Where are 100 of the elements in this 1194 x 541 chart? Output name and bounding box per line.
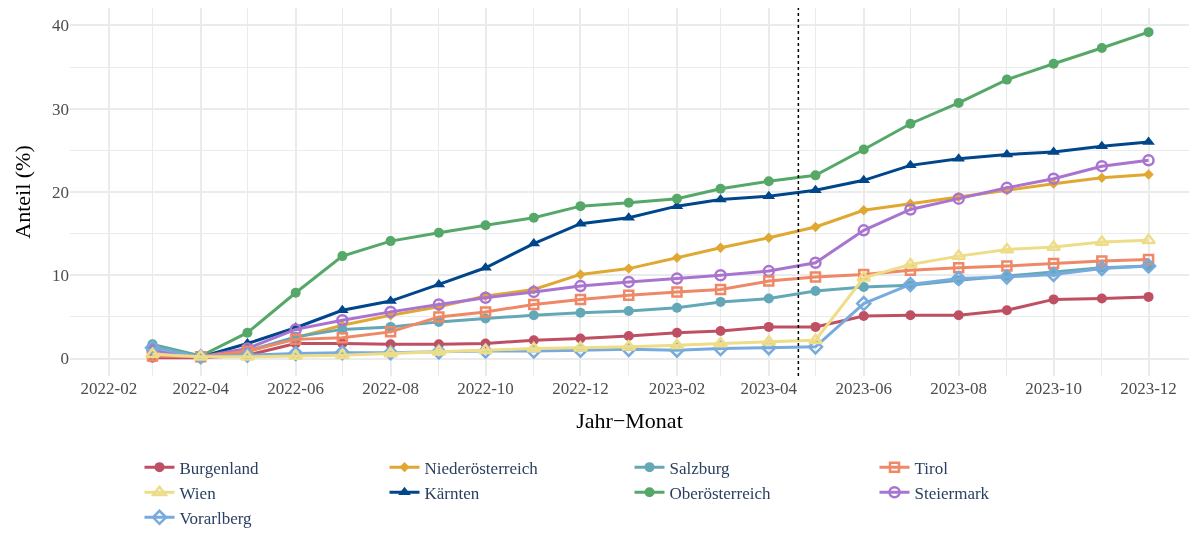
point	[810, 170, 821, 181]
point	[528, 298, 540, 311]
point	[572, 340, 589, 352]
point	[1143, 27, 1154, 38]
legend-label: Vorarlberg	[179, 508, 253, 528]
point	[712, 336, 729, 348]
point	[480, 220, 491, 231]
point	[1001, 305, 1012, 316]
point	[574, 293, 587, 306]
point	[810, 321, 821, 332]
point	[385, 236, 396, 247]
point	[714, 193, 727, 203]
legend-label: Burgenland	[179, 458, 260, 478]
point	[336, 313, 349, 327]
point	[950, 270, 967, 287]
point	[671, 252, 683, 263]
point	[763, 321, 774, 332]
point	[810, 286, 821, 297]
point	[622, 275, 635, 289]
point	[1095, 159, 1109, 173]
point	[433, 227, 444, 238]
point	[670, 272, 684, 285]
point	[1047, 172, 1060, 185]
point	[528, 310, 539, 321]
point	[715, 242, 726, 253]
point	[904, 159, 917, 169]
point	[290, 287, 301, 298]
point	[1045, 266, 1062, 283]
point	[623, 263, 634, 274]
legend-label: Tirol	[914, 458, 949, 478]
point	[479, 306, 492, 318]
y-axis-title: Anteil (%)	[9, 145, 35, 239]
point	[1001, 260, 1013, 272]
point	[715, 296, 726, 307]
point	[477, 343, 494, 355]
point	[763, 275, 775, 287]
point	[1000, 181, 1014, 195]
point	[905, 118, 916, 129]
point	[527, 285, 541, 299]
x-axis-title: Jahr−Monat	[576, 407, 683, 433]
x-tick-label: 2023-02	[648, 379, 706, 398]
point	[1143, 169, 1154, 180]
point	[669, 338, 685, 350]
point	[809, 256, 822, 270]
x-tick-label: 2023-04	[740, 379, 798, 398]
point	[1048, 58, 1059, 69]
point	[433, 311, 445, 323]
point	[904, 203, 917, 216]
point	[671, 193, 682, 204]
point	[855, 295, 872, 312]
legend-label: Niederösterreich	[424, 458, 539, 478]
point	[763, 176, 774, 187]
legend-label: Steiermark	[914, 483, 990, 503]
point	[1096, 293, 1107, 304]
point	[288, 349, 304, 361]
x-tick-label: 2023-08	[930, 379, 987, 398]
point	[807, 333, 824, 345]
point	[810, 221, 821, 233]
point	[575, 307, 586, 318]
point	[809, 184, 822, 194]
y-tick-label: 40	[52, 16, 69, 36]
point	[337, 251, 348, 262]
x-tick-label: 2023-10	[1025, 379, 1082, 398]
point	[714, 269, 727, 282]
legend-label: Kärnten	[424, 483, 480, 503]
point	[857, 224, 870, 237]
point	[671, 302, 682, 313]
point	[384, 305, 397, 319]
point	[671, 327, 682, 338]
point	[858, 311, 869, 322]
point	[384, 326, 397, 338]
point	[575, 201, 586, 212]
point	[715, 183, 726, 194]
point	[242, 327, 253, 338]
x-tick-label: 2023-06	[835, 379, 893, 398]
legend-label: Salzburg	[669, 458, 731, 478]
point	[905, 310, 916, 321]
point	[622, 289, 635, 301]
point	[575, 269, 586, 280]
y-tick-label: 30	[52, 99, 69, 119]
point	[809, 271, 822, 283]
legend-label: Oberösterreich	[669, 483, 771, 503]
point	[432, 278, 446, 288]
point	[858, 281, 869, 292]
point	[1140, 233, 1157, 245]
point	[623, 331, 634, 342]
point	[671, 286, 683, 298]
x-tick-label: 2022-08	[362, 379, 419, 398]
legend-label: Wien	[179, 483, 217, 503]
point	[953, 310, 964, 321]
y-tick-label: 10	[52, 266, 69, 286]
x-tick-label: 2023-12	[1120, 379, 1177, 398]
point	[574, 279, 587, 293]
point	[623, 197, 634, 208]
point	[763, 293, 774, 304]
point	[858, 144, 869, 155]
point	[526, 341, 542, 353]
point	[336, 331, 349, 344]
x-tick-label: 2022-12	[552, 379, 609, 398]
point	[1094, 260, 1110, 277]
